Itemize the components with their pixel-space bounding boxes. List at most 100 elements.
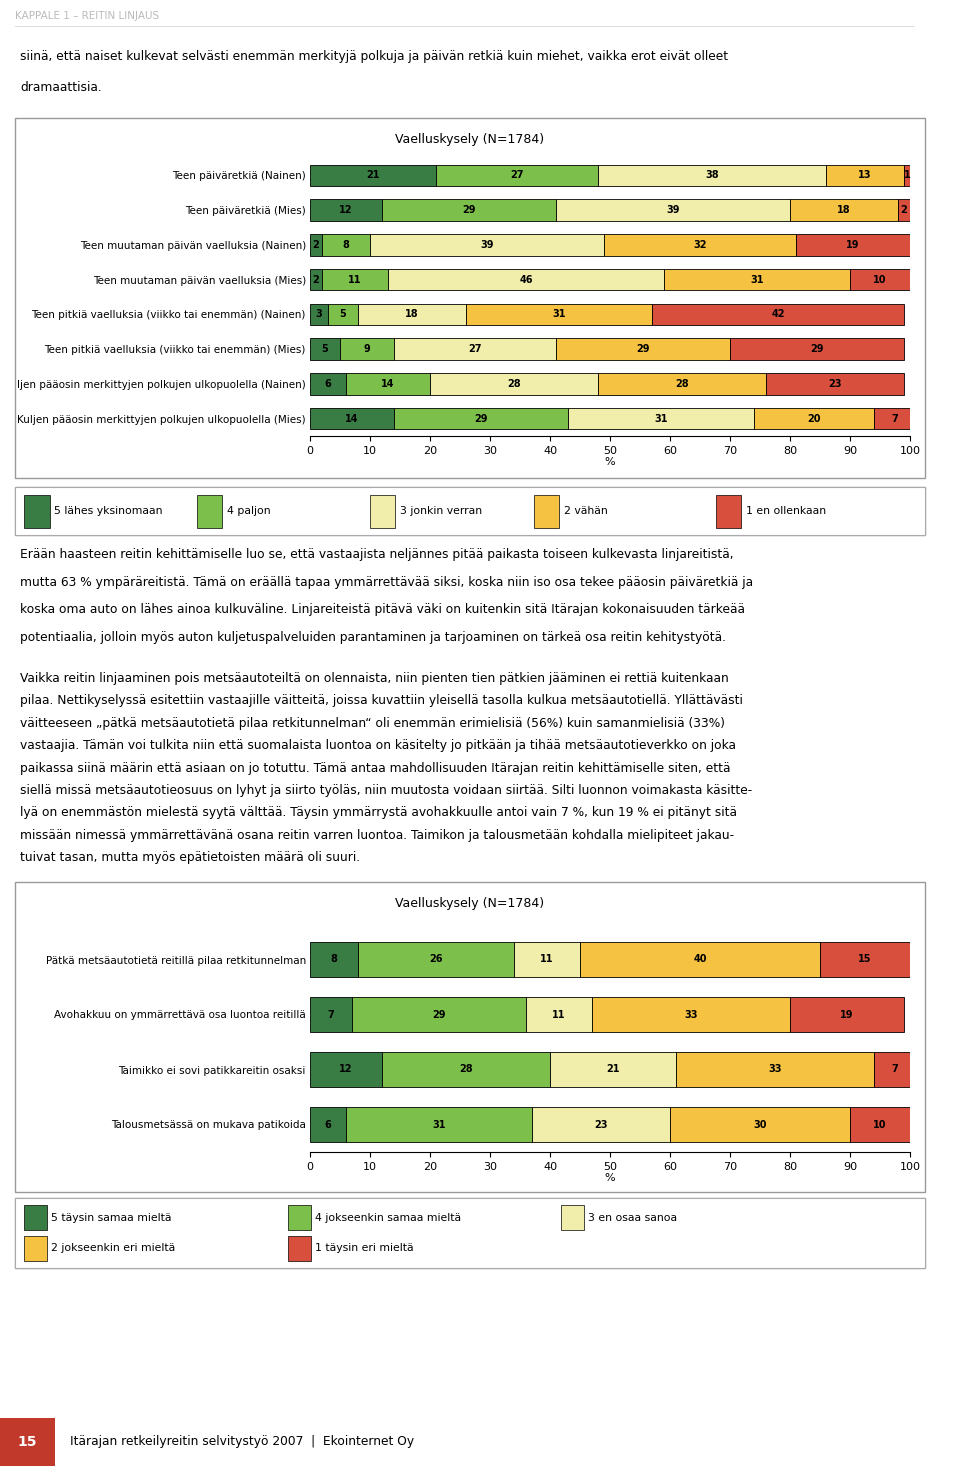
Text: pilaa. Nettikyselyssä esitettiin vastaajille väitteitä, joissa kuvattiin yleisel: pilaa. Nettikyselyssä esitettiin vastaaj… [20, 695, 743, 708]
Bar [716, 496, 741, 528]
Text: 31: 31 [552, 309, 565, 320]
Bar [670, 1107, 850, 1142]
Bar [754, 408, 874, 430]
Bar [288, 1205, 311, 1230]
Bar [322, 235, 370, 255]
X-axis label: %: % [605, 457, 615, 468]
Text: dramaattisia.: dramaattisia. [20, 81, 102, 94]
Text: 3: 3 [316, 309, 323, 320]
Text: 6: 6 [324, 378, 331, 388]
Text: 10: 10 [874, 274, 887, 284]
Text: 9: 9 [364, 345, 371, 355]
Bar [358, 943, 514, 976]
Text: lyä on enemmästön mielestä syytä välttää. Täysin ymmärrystä avohakkuulle antoi v: lyä on enemmästön mielestä syytä välttää… [20, 806, 737, 819]
Bar [382, 1053, 550, 1086]
Text: mutta 63 % ympäräreitistä. Tämä on eräällä tapaa ymmärrettävää siksi, koska niin: mutta 63 % ympäräreitistä. Tämä on erääl… [20, 576, 754, 588]
Bar [310, 408, 394, 430]
Bar [598, 164, 826, 186]
Bar [310, 303, 328, 325]
Bar [820, 943, 910, 976]
FancyBboxPatch shape [15, 117, 925, 478]
Text: 14: 14 [346, 413, 359, 424]
Text: 32: 32 [693, 240, 707, 249]
Text: tuivat tasan, mutta myös epätietoisten määrä oli suuri.: tuivat tasan, mutta myös epätietoisten m… [20, 852, 360, 863]
Bar [664, 268, 850, 290]
Text: 1 en ollenkaan: 1 en ollenkaan [746, 506, 826, 516]
Text: 15: 15 [17, 1435, 36, 1448]
Text: 11: 11 [552, 1010, 565, 1019]
Text: 4 jokseenkin samaa mieltä: 4 jokseenkin samaa mieltä [315, 1212, 462, 1223]
Bar [850, 268, 910, 290]
Bar [358, 303, 466, 325]
Text: 29: 29 [474, 413, 488, 424]
Bar [436, 164, 598, 186]
Text: 28: 28 [459, 1064, 473, 1075]
Bar [826, 164, 904, 186]
Text: 18: 18 [837, 205, 851, 216]
Text: 19: 19 [840, 1010, 853, 1019]
Text: 1 täysin eri mieltä: 1 täysin eri mieltä [315, 1243, 414, 1253]
Bar [346, 1107, 532, 1142]
Text: 33: 33 [684, 1010, 698, 1019]
Text: 31: 31 [751, 274, 764, 284]
Text: Vaelluskysely (N=1784): Vaelluskysely (N=1784) [396, 897, 544, 909]
Bar [370, 496, 396, 528]
Text: 2: 2 [313, 240, 320, 249]
Bar [730, 339, 904, 359]
Bar [580, 943, 820, 976]
Text: 5: 5 [322, 345, 328, 355]
Text: 20: 20 [807, 413, 821, 424]
Text: 11: 11 [348, 274, 362, 284]
Bar [310, 374, 346, 394]
Bar [568, 408, 754, 430]
Bar [352, 997, 526, 1032]
Text: 10: 10 [874, 1120, 887, 1129]
Bar [328, 303, 358, 325]
Bar [310, 1053, 382, 1086]
Text: 5 täysin samaa mieltä: 5 täysin samaa mieltä [52, 1212, 172, 1223]
Text: 23: 23 [594, 1120, 608, 1129]
Bar [394, 408, 568, 430]
FancyBboxPatch shape [15, 1198, 925, 1268]
Text: 8: 8 [330, 954, 337, 965]
Text: 2: 2 [313, 274, 320, 284]
Bar [904, 164, 910, 186]
Bar [676, 1053, 874, 1086]
Text: vastaajia. Tämän voi tulkita niin että suomalaista luontoa on käsitelty jo pitkä: vastaajia. Tämän voi tulkita niin että s… [20, 739, 736, 752]
Text: 29: 29 [463, 205, 476, 216]
Text: 29: 29 [432, 1010, 445, 1019]
Text: 31: 31 [432, 1120, 445, 1129]
Bar [766, 374, 904, 394]
Text: väitteeseen „pätkä metsäautotietä pilaa retkitunnelman“ oli enemmän erimielisiä : väitteeseen „pätkä metsäautotietä pilaa … [20, 717, 725, 730]
Text: 42: 42 [771, 309, 784, 320]
Bar [310, 164, 436, 186]
Bar [874, 408, 916, 430]
Text: 6: 6 [324, 1120, 331, 1129]
Text: 7: 7 [327, 1010, 334, 1019]
Bar [0, 1418, 55, 1466]
Text: 5 lähes yksinomaan: 5 lähes yksinomaan [54, 506, 162, 516]
Bar [790, 997, 904, 1032]
Text: koska oma auto on lähes ainoa kulkuväline. Linjareiteistä pitävä väki on kuitenk: koska oma auto on lähes ainoa kulkuvälin… [20, 603, 745, 616]
Text: 28: 28 [507, 378, 521, 388]
Bar [430, 374, 598, 394]
Bar [514, 943, 580, 976]
Text: Vaelluskysely (N=1784): Vaelluskysely (N=1784) [396, 132, 544, 145]
Text: 12: 12 [339, 1064, 352, 1075]
Text: 30: 30 [754, 1120, 767, 1129]
Text: 1: 1 [903, 170, 910, 180]
Bar [796, 235, 910, 255]
Text: 7: 7 [892, 1064, 899, 1075]
Bar [526, 997, 592, 1032]
Text: 39: 39 [480, 240, 493, 249]
Text: 5: 5 [340, 309, 347, 320]
Text: 33: 33 [768, 1064, 781, 1075]
Bar [288, 1236, 311, 1261]
Text: 11: 11 [540, 954, 554, 965]
Text: missään nimessä ymmärrettävänä osana reitin varren luontoa. Taimikon ja talousme: missään nimessä ymmärrettävänä osana rei… [20, 828, 734, 841]
Bar [24, 1236, 47, 1261]
Text: potentiaalia, jolloin myös auton kuljetuspalveluiden parantaminen ja tarjoaminen: potentiaalia, jolloin myös auton kuljetu… [20, 630, 726, 644]
Text: 2 vähän: 2 vähän [564, 506, 608, 516]
FancyBboxPatch shape [15, 1198, 925, 1268]
FancyBboxPatch shape [15, 883, 925, 1192]
